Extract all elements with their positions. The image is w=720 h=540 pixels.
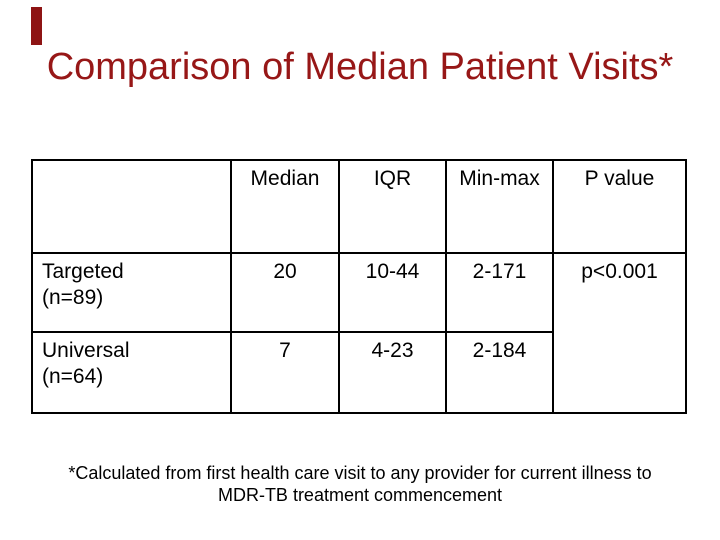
table-header-pvalue: P value [552, 159, 687, 254]
patient-visits-table: Median IQR Min-max P value Targeted (n=8… [31, 159, 687, 414]
table-row-universal: Universal (n=64) 7 4-23 2-184 [31, 331, 686, 414]
slide-title: Comparison of Median Patient Visits* [46, 46, 674, 88]
table-header-row: Median IQR Min-max P value [31, 159, 687, 254]
table-row-targeted: Targeted (n=89) 20 10-44 2-171 p<0.001 [31, 252, 687, 414]
group-name-universal: Universal [42, 339, 130, 362]
footnote: *Calculated from first health care visit… [0, 462, 720, 506]
cell-universal-median: 7 [230, 331, 340, 414]
accent-bar [31, 7, 42, 45]
table-header-empty [31, 159, 232, 254]
footnote-line-1: *Calculated from first health care visit… [68, 463, 652, 483]
group-n-universal: (n=64) [42, 365, 104, 388]
table-header-iqr: IQR [338, 159, 447, 254]
row-label-targeted: Targeted (n=89) [31, 252, 232, 333]
table-header-minmax: Min-max [445, 159, 554, 254]
footnote-line-2: MDR-TB treatment commencement [217, 485, 503, 505]
row-label-universal: Universal (n=64) [31, 331, 232, 414]
group-n-targeted: (n=89) [42, 286, 104, 309]
cell-targeted-median: 20 [230, 252, 340, 333]
table-header-median: Median [230, 159, 340, 254]
cell-universal-minmax: 2-184 [445, 331, 554, 414]
cell-targeted-minmax: 2-171 [445, 252, 554, 333]
cell-p-value: p<0.001 [552, 252, 687, 414]
cell-universal-iqr: 4-23 [338, 331, 447, 414]
group-name-targeted: Targeted [42, 260, 124, 283]
cell-targeted-iqr: 10-44 [338, 252, 447, 333]
